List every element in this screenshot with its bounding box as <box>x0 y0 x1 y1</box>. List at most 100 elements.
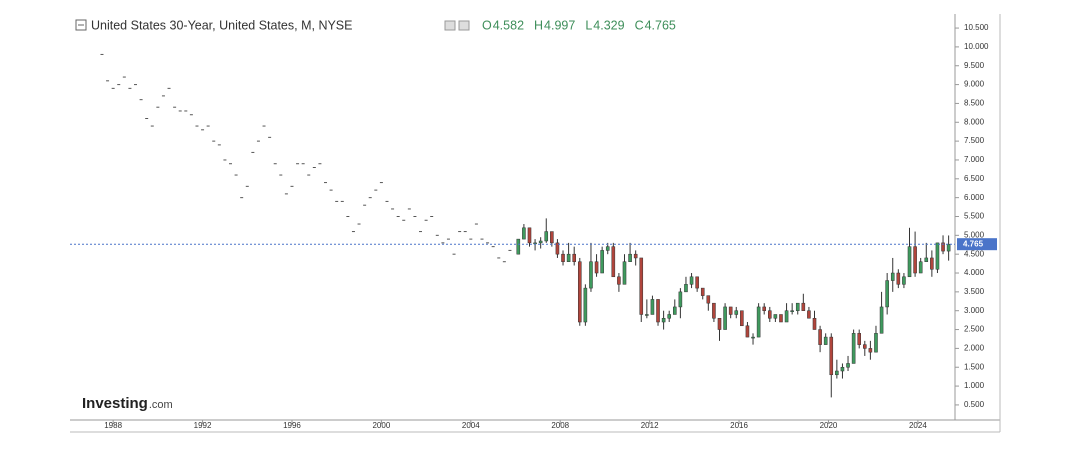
candle-body <box>756 306 761 338</box>
candle-body <box>728 306 733 315</box>
x-tick-label: 2012 <box>641 421 659 430</box>
candle-body <box>913 246 917 274</box>
candle-body <box>890 272 895 281</box>
candle-body <box>851 333 856 364</box>
candle-body <box>566 253 571 262</box>
candle-body <box>740 310 744 327</box>
candle-body <box>639 257 644 315</box>
settings-icon[interactable] <box>444 20 456 31</box>
candle-body <box>717 317 722 330</box>
candle-body <box>645 314 649 316</box>
y-tick-label: 3.000 <box>964 306 985 315</box>
y-tick-label: 5.000 <box>964 230 985 239</box>
y-tick-label: 7.000 <box>964 155 985 164</box>
candle-body <box>538 240 543 244</box>
candle-body <box>790 310 794 312</box>
candle-body <box>907 246 912 278</box>
x-tick-label: 2000 <box>372 421 390 430</box>
collapse-icon[interactable] <box>75 19 87 31</box>
x-tick-label: 2008 <box>551 421 569 430</box>
candle-body <box>695 276 699 289</box>
x-tick-label: 1992 <box>194 421 212 430</box>
y-tick-label: 9.500 <box>964 61 985 70</box>
candle-body <box>779 314 783 323</box>
y-tick-label: 2.500 <box>964 325 985 334</box>
candle-body <box>706 295 711 304</box>
candle-body <box>656 299 660 323</box>
candle-body <box>762 306 766 311</box>
candle-body <box>600 250 604 274</box>
candle-body <box>577 261 582 323</box>
ohlc-value: 4.997 <box>544 18 575 32</box>
settings-icon[interactable] <box>458 20 470 31</box>
candle-body <box>801 302 806 311</box>
candle-body <box>829 336 834 376</box>
y-tick-label: 6.000 <box>964 193 985 202</box>
candle-body <box>628 253 632 262</box>
x-tick-label: 2024 <box>909 421 927 430</box>
candle-body <box>784 310 789 323</box>
candle-body <box>868 348 873 353</box>
candle-body <box>555 242 560 255</box>
candle-body <box>946 243 951 252</box>
ohlc-label: L <box>585 18 592 32</box>
y-tick-label: 2.000 <box>964 344 985 353</box>
y-tick-label: 1.000 <box>964 381 985 390</box>
x-tick-label: 2020 <box>820 421 838 430</box>
y-tick-label: 10.500 <box>964 23 989 32</box>
candle-body <box>516 238 521 255</box>
y-tick-label: 0.500 <box>964 400 985 409</box>
candle-body <box>812 317 817 330</box>
candle-body <box>594 261 599 274</box>
candle-body <box>689 276 694 285</box>
y-tick-label: 9.000 <box>964 80 985 89</box>
candle-body <box>840 366 845 372</box>
chart-title: United States 30-Year, United States, M,… <box>91 18 352 32</box>
candle-body <box>773 314 778 319</box>
candle-body <box>673 306 677 315</box>
candle-body <box>918 261 923 274</box>
candle-body <box>879 306 884 334</box>
candle-body <box>751 336 755 339</box>
candle-body <box>924 257 929 262</box>
candle-body <box>935 242 940 270</box>
x-tick-label: 1996 <box>283 421 301 430</box>
candle-body <box>795 302 800 311</box>
ohlc-label: O <box>482 18 492 32</box>
candle-body <box>902 276 906 285</box>
candle-body <box>823 336 828 345</box>
x-tick-label: 1988 <box>104 421 122 430</box>
candle-body <box>712 302 716 319</box>
candle-body <box>684 284 688 293</box>
candle-body <box>572 253 576 262</box>
y-tick-label: 6.500 <box>964 174 985 183</box>
candle-body <box>544 231 549 242</box>
candle-body <box>650 299 655 315</box>
logo-main: Investing <box>82 395 148 412</box>
candle-body <box>527 227 532 244</box>
candle-body <box>846 363 850 368</box>
candle-body <box>605 246 610 251</box>
candle-body <box>745 325 750 338</box>
candle-body <box>807 310 811 319</box>
y-tick-label: 4.000 <box>964 268 985 277</box>
y-tick-label: 8.000 <box>964 117 985 126</box>
y-tick-label: 1.500 <box>964 362 985 371</box>
y-tick-label: 4.500 <box>964 249 985 258</box>
y-tick-label: 10.000 <box>964 42 989 51</box>
candle-body <box>863 344 867 349</box>
candle-body <box>661 317 666 323</box>
y-tick-label: 7.500 <box>964 136 985 145</box>
x-tick-label: 2016 <box>730 421 748 430</box>
candle-body <box>633 253 638 259</box>
ohlc-label: H <box>534 18 543 32</box>
candle-body <box>885 280 889 308</box>
candle-body <box>835 370 839 376</box>
candle-body <box>723 306 727 330</box>
candle-body <box>818 329 822 345</box>
candle-body <box>930 257 934 270</box>
candle-body <box>622 261 627 285</box>
candle-body <box>941 242 945 252</box>
